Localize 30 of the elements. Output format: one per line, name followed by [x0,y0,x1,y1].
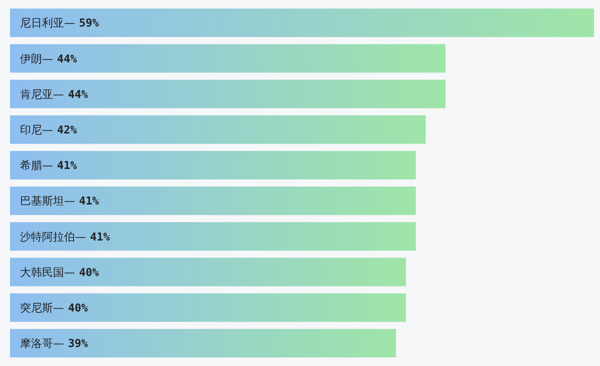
bar [10,293,406,322]
bar [10,186,416,216]
data-label: 59% [79,16,100,30]
data-label: 41% [90,230,110,244]
bar [10,44,446,73]
data-label: 44% [57,52,78,66]
y-tick-label: 伊朗— [20,52,53,66]
y-tick-label: 沙特阿拉伯— [20,230,86,244]
data-label: 40% [68,301,88,314]
y-tick-label: 印尼— [20,123,53,136]
y-tick-label: 大韩民国— [20,266,75,279]
y-tick-label: 巴基斯坦— [20,194,75,208]
y-tick-label: 肯尼亚— [20,88,64,101]
bar [10,258,406,286]
data-label: 42% [57,123,78,136]
bar [10,150,416,180]
data-label: 39% [68,337,88,350]
bar [10,80,446,108]
data-label: 40% [79,266,100,279]
y-tick-label: 尼日利亚— [20,16,75,30]
y-tick-label: 摩洛哥— [20,337,64,350]
y-tick-label: 突尼斯— [20,301,64,314]
bar [10,115,426,144]
y-tick-label: 希腊— [20,159,53,172]
data-label: 41% [79,194,100,208]
data-label: 41% [57,159,78,172]
bar [10,328,396,358]
data-label: 44% [68,88,88,101]
bar [10,222,416,251]
bar [10,8,594,38]
